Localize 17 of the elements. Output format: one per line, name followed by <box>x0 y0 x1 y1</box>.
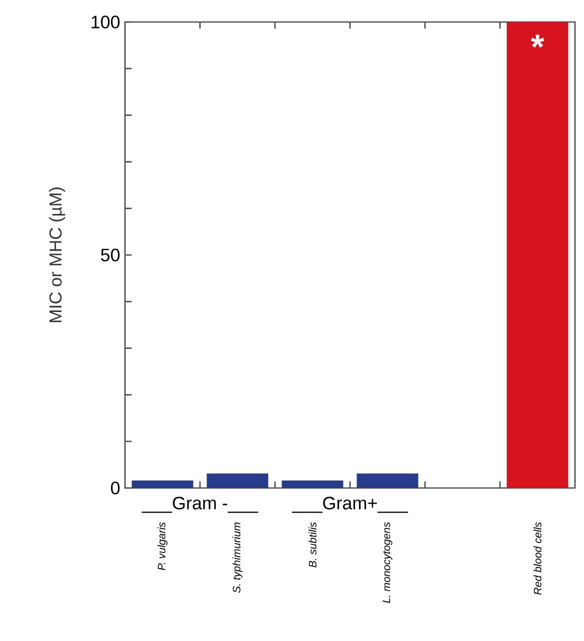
bar <box>506 22 568 488</box>
y-tick-label: 100 <box>92 16 120 28</box>
x-tick-label: Red blood cells <box>534 522 542 595</box>
text: ___Gram+___ <box>292 496 408 513</box>
y-tick-label: 50 <box>100 248 120 262</box>
x-tick-label: S. typhimurium <box>232 522 242 593</box>
bar <box>356 474 418 488</box>
y-tick-label: 0 <box>110 482 120 494</box>
annotation: * <box>530 34 544 48</box>
text: ___Gram -___ <box>142 496 258 513</box>
x-tick-label: B. subtilis <box>308 522 316 568</box>
y-axis-title: MIC or MHC (µM) <box>48 188 66 322</box>
x-tick-label: L. monocytogens <box>382 522 392 603</box>
bar <box>206 474 268 488</box>
bar <box>132 480 194 488</box>
x-tick-label: P. vulgaris <box>158 522 168 570</box>
bar <box>282 480 344 488</box>
